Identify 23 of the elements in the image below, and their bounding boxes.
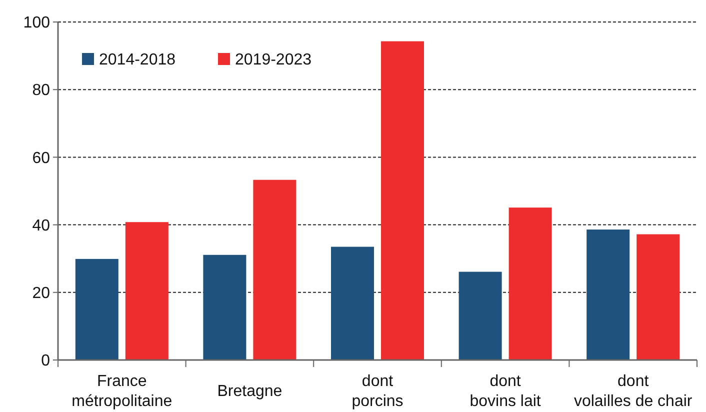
bar: [636, 234, 680, 360]
bar: [253, 180, 296, 360]
bar: [586, 230, 630, 360]
y-tick-label: 0: [41, 352, 50, 370]
legend-label: 2014-2018: [99, 52, 176, 69]
bar: [381, 41, 424, 360]
bar: [508, 208, 552, 360]
y-tick-label: 40: [32, 217, 50, 234]
y-tick-label: 20: [32, 285, 50, 302]
bar: [203, 254, 246, 360]
x-tick-label: dont bovins lait: [470, 373, 542, 410]
legend-label: 2019-2023: [235, 52, 312, 69]
x-tick-label: France métropolitaine: [72, 373, 172, 410]
bar: [75, 258, 118, 360]
y-tick-label: 100: [23, 14, 50, 32]
bar: [125, 222, 168, 360]
bar: [331, 246, 374, 360]
y-tick-label: 80: [32, 82, 50, 100]
x-tick-label: dont volailles de chair: [574, 373, 693, 410]
y-tick-label: 60: [32, 150, 50, 167]
x-tick-label: Bretagne: [217, 383, 282, 400]
x-tick-label: dont porcins: [352, 373, 404, 410]
bar: [458, 272, 502, 360]
